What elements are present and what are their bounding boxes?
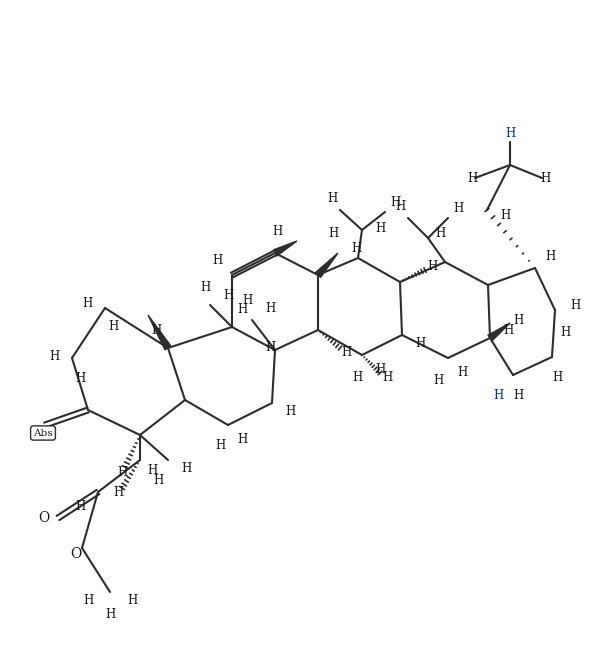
Text: H: H — [151, 324, 161, 336]
Text: H: H — [513, 314, 523, 326]
Text: H: H — [212, 254, 222, 267]
Text: H: H — [540, 171, 550, 185]
Text: H: H — [552, 371, 562, 383]
Text: H: H — [242, 293, 252, 307]
Text: H: H — [427, 260, 437, 273]
Text: H: H — [513, 389, 523, 401]
Text: O: O — [39, 511, 50, 525]
Text: H: H — [570, 299, 580, 312]
Text: H: H — [200, 281, 210, 293]
Polygon shape — [315, 253, 338, 277]
Text: H: H — [351, 242, 361, 254]
Text: H: H — [500, 209, 510, 222]
Text: H: H — [382, 371, 392, 383]
Text: H: H — [181, 461, 191, 475]
Text: H: H — [467, 171, 477, 185]
Text: H: H — [215, 438, 225, 451]
Text: H: H — [285, 404, 295, 418]
Text: H: H — [237, 432, 247, 446]
Text: H: H — [505, 126, 515, 140]
Text: H: H — [435, 226, 445, 240]
Text: H: H — [327, 191, 337, 205]
Text: H: H — [75, 500, 85, 514]
Text: H: H — [375, 222, 385, 234]
Text: H: H — [395, 199, 405, 213]
Text: H: H — [375, 363, 385, 375]
Text: H: H — [237, 303, 247, 316]
Text: H: H — [545, 250, 555, 263]
Text: H: H — [415, 336, 425, 350]
Text: H: H — [493, 389, 503, 401]
Text: H: H — [147, 463, 157, 477]
Text: O: O — [70, 547, 81, 561]
Text: H: H — [265, 340, 275, 354]
Text: H: H — [265, 301, 275, 314]
Text: H: H — [457, 365, 467, 379]
Polygon shape — [148, 315, 171, 350]
Text: H: H — [390, 195, 400, 209]
Text: H: H — [113, 485, 123, 498]
Text: H: H — [352, 371, 362, 383]
Text: H: H — [127, 594, 137, 606]
Text: H: H — [341, 346, 351, 359]
Text: H: H — [453, 201, 463, 214]
Text: H: H — [223, 289, 233, 301]
Text: H: H — [108, 320, 118, 332]
Text: H: H — [105, 608, 115, 620]
Text: H: H — [560, 326, 570, 338]
Text: H: H — [328, 226, 338, 240]
Polygon shape — [273, 241, 297, 256]
Text: H: H — [153, 473, 163, 487]
Text: H: H — [83, 594, 93, 606]
Text: H: H — [433, 373, 443, 387]
Text: H: H — [75, 371, 85, 385]
Polygon shape — [488, 323, 510, 341]
Text: H: H — [503, 324, 513, 336]
Text: Abs: Abs — [33, 428, 53, 438]
Text: H: H — [117, 467, 127, 479]
Text: H: H — [82, 297, 92, 310]
Text: H: H — [49, 350, 59, 363]
Text: H: H — [272, 224, 282, 238]
